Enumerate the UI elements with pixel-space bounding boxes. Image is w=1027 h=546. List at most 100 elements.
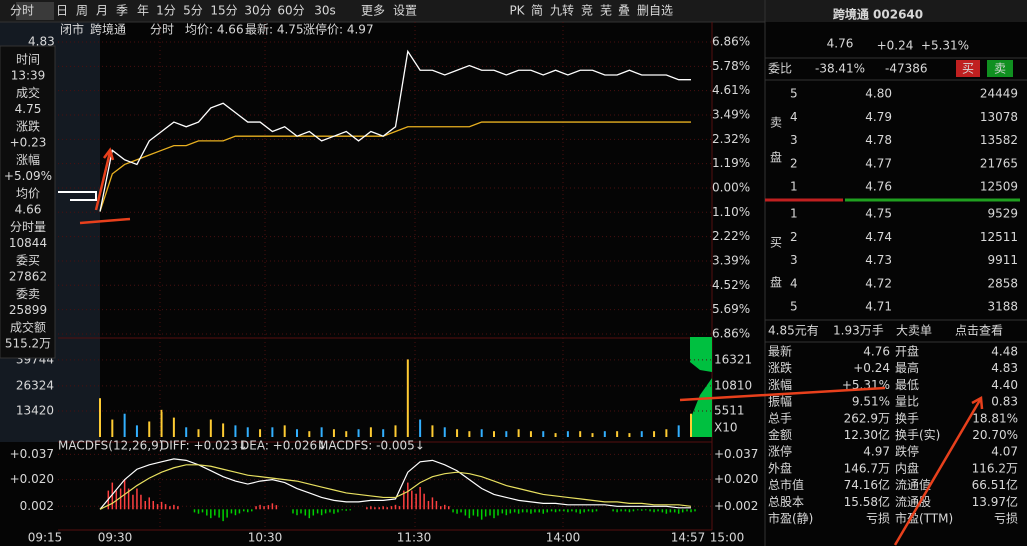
book-volume: 12511	[980, 230, 1018, 244]
big-order: 4.85元有	[768, 324, 819, 338]
buy-button[interactable]	[956, 60, 980, 77]
book-volume: 24449	[980, 87, 1018, 101]
volume-bar	[271, 427, 274, 437]
side-shade	[690, 378, 712, 437]
stat-label: 最高	[895, 360, 919, 375]
stat-value: 0.83	[991, 395, 1018, 409]
volume-bar	[259, 429, 262, 437]
book-price: 4.76	[865, 180, 892, 194]
toolbar-bg	[0, 0, 1027, 22]
book-price: 4.79	[865, 110, 892, 124]
toolbar-tool[interactable]: 九转	[550, 3, 574, 18]
chart-header: 跨境通	[90, 22, 126, 37]
volume-bar	[234, 425, 237, 437]
toolbar-tab[interactable]: 更多	[361, 4, 385, 18]
stat-value: 4.76	[863, 345, 890, 359]
avg-line	[99, 121, 691, 212]
price-line	[99, 49, 691, 212]
stat-value: 4.97	[863, 445, 890, 459]
toolbar-tab[interactable]: 5分	[183, 4, 203, 18]
info-value: 27862	[9, 270, 47, 284]
volume-bar	[529, 431, 532, 437]
pct-label: 5.69%	[712, 302, 750, 316]
chart-header: 涨停价: 4.97	[303, 22, 374, 37]
toolbar-tab[interactable]: 月	[96, 4, 108, 18]
toolbar-tool[interactable]: 简	[531, 4, 543, 18]
book-level: 1	[790, 207, 798, 221]
volume-bar	[628, 433, 631, 437]
book-label: 盘	[770, 275, 782, 290]
toolbar-tab[interactable]: 日	[56, 4, 68, 18]
sell-button[interactable]	[987, 60, 1013, 77]
toolbar-tab[interactable]: 季	[116, 4, 128, 18]
volume-bar	[566, 431, 569, 437]
volume-bar	[99, 398, 101, 437]
volume-label: 16321	[714, 353, 752, 367]
toolbar-tool[interactable]: 叠	[618, 4, 630, 18]
chart-header: 分时	[150, 23, 174, 37]
volume-bar	[431, 425, 434, 437]
stat-label: 流通股	[895, 495, 931, 509]
volume-bar	[653, 431, 656, 437]
toolbar-tool[interactable]: 竞	[581, 4, 593, 18]
toolbar-tool[interactable]: 删自选	[637, 4, 673, 18]
pct-label: 4.61%	[712, 83, 750, 97]
toolbar-tab[interactable]: 设置	[393, 4, 417, 18]
volume-bar	[320, 427, 323, 437]
volume-bar	[505, 431, 508, 437]
pct-label: 2.22%	[712, 229, 750, 243]
stat-value: 4.83	[991, 361, 1018, 375]
book-level: 5	[790, 300, 798, 314]
toolbar-tab[interactable]: 年	[137, 4, 149, 18]
toolbar-tab[interactable]: 分时	[10, 4, 34, 18]
book-volume: 2858	[987, 276, 1018, 290]
volume-bar	[419, 419, 422, 437]
volume-bar	[616, 431, 619, 437]
pct-label: 6.86%	[712, 35, 750, 49]
toolbar-tool[interactable]: PK	[509, 4, 525, 18]
volume-bar	[394, 425, 397, 437]
annotation	[79, 147, 984, 546]
quote-title: 跨境通 002640	[833, 7, 923, 22]
toolbar-tab[interactable]: 15分	[210, 4, 237, 18]
toolbar-tab[interactable]: 周	[76, 4, 88, 18]
stat-label: 跌停	[895, 444, 919, 459]
toolbar-tab[interactable]: 60分	[277, 4, 304, 18]
stat-value: 18.81%	[972, 411, 1018, 425]
chart-header: 均价: 4.66	[185, 23, 244, 37]
toolbar-tab[interactable]: 30分	[244, 4, 271, 18]
book-level: 1	[790, 180, 798, 194]
preopen-line	[58, 191, 97, 201]
quote-change: +0.24	[877, 39, 914, 53]
stat-value: 66.51亿	[972, 477, 1018, 492]
time-label: 11:30	[397, 531, 432, 545]
volume-bar	[382, 429, 385, 437]
toolbar-tab[interactable]: 30s	[314, 4, 336, 18]
sell-button-text[interactable]: 卖	[994, 62, 1006, 76]
stat-value: 9.51%	[852, 395, 890, 409]
tab-selected	[16, 2, 54, 20]
time-label: 09:30	[98, 531, 133, 545]
ratio-label: 委比	[768, 62, 792, 76]
macd-header: DEA: +0.026↓	[240, 439, 327, 453]
volume-bar	[209, 419, 212, 437]
info-label: 涨跌	[16, 119, 40, 134]
stat-label: 总手	[768, 411, 792, 425]
stat-value: 4.40	[991, 378, 1018, 392]
book-label: 卖	[770, 116, 782, 130]
volume-bar	[369, 427, 372, 437]
stat-value: 15.58亿	[844, 494, 890, 509]
toolbar-tool[interactable]: 芜	[600, 4, 612, 18]
stat-label: 市盈(TTM)	[895, 511, 953, 526]
time-label: 14:00	[546, 531, 581, 545]
big-order[interactable]: 点击查看	[955, 324, 1003, 338]
time-label: 09:15	[28, 531, 63, 545]
buy-button-text[interactable]: 买	[962, 62, 974, 76]
volume-bar	[345, 431, 348, 437]
info-value: 4.66	[15, 203, 42, 217]
stat-label: 开盘	[895, 344, 919, 359]
volume-bar	[640, 431, 643, 437]
stat-label: 振幅	[768, 394, 792, 409]
toolbar-tab[interactable]: 1分	[156, 4, 176, 18]
